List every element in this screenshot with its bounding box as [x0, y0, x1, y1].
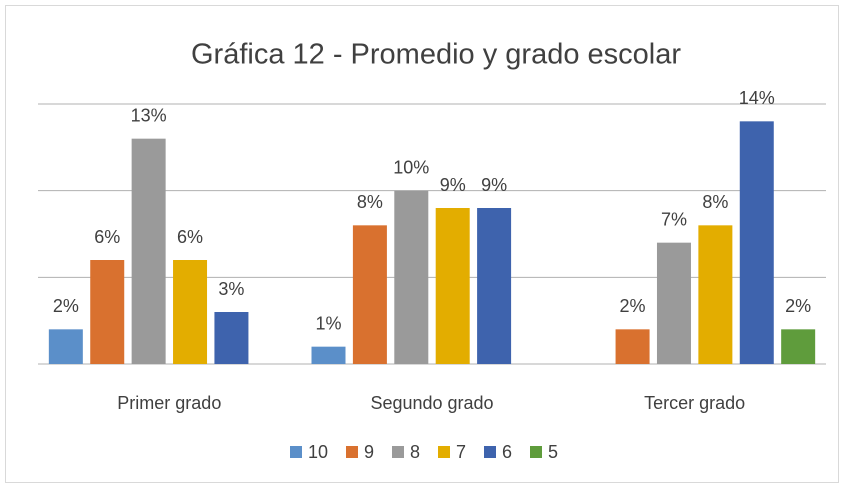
data-label: 1% — [315, 313, 341, 333]
data-label: 8% — [702, 192, 728, 212]
legend-swatch — [484, 446, 496, 458]
data-label: 2% — [53, 296, 79, 316]
data-label: 8% — [357, 192, 383, 212]
bar — [352, 225, 387, 364]
legend-swatch — [346, 446, 358, 458]
bar — [656, 242, 691, 364]
legend-label: 5 — [548, 442, 558, 462]
legend-label: 10 — [308, 442, 328, 462]
bar — [477, 208, 512, 364]
x-tick-label: Primer grado — [117, 393, 221, 413]
legend-swatch — [290, 446, 302, 458]
data-label: 14% — [739, 88, 775, 108]
bar — [615, 329, 650, 364]
data-label: 9% — [440, 175, 466, 195]
legend-label: 8 — [410, 442, 420, 462]
legend-swatch — [392, 446, 404, 458]
data-label: 3% — [218, 279, 244, 299]
data-label: 7% — [661, 209, 687, 229]
data-label: 13% — [131, 105, 167, 125]
bar — [739, 121, 774, 364]
bar — [394, 190, 429, 364]
bar — [311, 346, 346, 364]
bar — [131, 138, 166, 364]
legend-label: 6 — [502, 442, 512, 462]
data-label: 2% — [785, 296, 811, 316]
x-tick-label: Segundo grado — [370, 393, 493, 413]
legend-label: 9 — [364, 442, 374, 462]
bar — [781, 329, 816, 364]
data-label: 2% — [620, 296, 646, 316]
legend-swatch — [438, 446, 450, 458]
legend-swatch — [530, 446, 542, 458]
bar — [435, 208, 470, 364]
bar — [48, 329, 83, 364]
x-tick-label: Tercer grado — [644, 393, 745, 413]
bar — [90, 260, 125, 364]
bar — [214, 312, 249, 364]
data-label: 6% — [177, 227, 203, 247]
data-label: 10% — [393, 157, 429, 177]
data-label: 9% — [481, 175, 507, 195]
data-label: 6% — [94, 227, 120, 247]
bar — [698, 225, 733, 364]
bar — [173, 260, 208, 364]
chart-title: Gráfica 12 - Promedio y grado escolar — [191, 39, 681, 71]
legend-label: 7 — [456, 442, 466, 462]
